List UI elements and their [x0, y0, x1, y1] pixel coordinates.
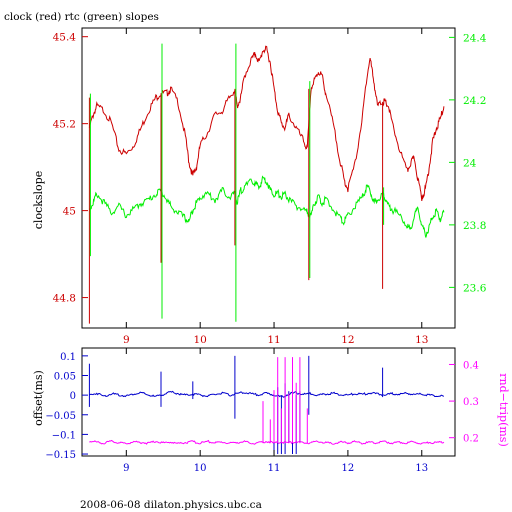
bottom-y-right-tick-label: 0.3 — [463, 397, 479, 408]
bottom-y-left-tick-label: 0.1 — [60, 352, 76, 363]
top-y-left-tick-label: 45 — [63, 206, 76, 218]
bottom-series-line-offset — [89, 390, 445, 398]
bottom-x-tick-label: 11 — [268, 463, 281, 474]
bottom-y-left-tick-label: −0.1 — [52, 430, 76, 441]
top-x-tick-label: 13 — [415, 334, 428, 346]
top-x-tick-label: 10 — [193, 334, 206, 346]
bottom-x-tick-label: 10 — [194, 463, 207, 474]
top-x-tick-label: 12 — [341, 334, 354, 346]
bottom-y-left-tick-label: 0 — [70, 391, 76, 402]
top-y-left-tick-label: 45.2 — [53, 119, 76, 131]
top-y-right-tick-label: 24.2 — [463, 95, 486, 107]
bottom-x-tick-label: 12 — [342, 463, 355, 474]
top-y-right-tick-label: 23.6 — [463, 282, 487, 294]
bottom-axes-layer: 9 10 11 12 13 −0.15 −0.1 −0.05 0 0.05 0.1 0.2 0.3 0.4 — [45, 348, 479, 474]
top-plot-frame — [81, 27, 456, 329]
top-y-right-tick-label: 23.8 — [463, 220, 486, 232]
chart-title: clock (red) rtc (green) slopes — [4, 11, 159, 23]
top-series-line-clock — [88, 45, 445, 202]
bottom-panel: 9 10 11 12 13 −0.15 −0.1 −0.05 0 0.05 0.1 0.2 0.3 0.4… — [32, 347, 510, 474]
top-series-line-rtc — [88, 175, 445, 239]
bottom-plot-frame — [81, 347, 456, 457]
bottom-y-left-tick-label: −0.15 — [45, 450, 76, 461]
top-x-tick-label: 11 — [267, 334, 280, 346]
top-y-left-tick-label: 45.4 — [53, 32, 77, 44]
bottom-y-left-tick-label: 0.05 — [54, 371, 76, 382]
bottom-y2-axis-label: rnd−trip(ms) — [497, 373, 510, 447]
bottom-x-tick-label: 13 — [415, 463, 428, 474]
top-y-left-tick-label: 44.8 — [53, 293, 76, 305]
bottom-series-layer — [88, 355, 445, 455]
top-y-right-tick-label: 24 — [463, 157, 477, 169]
top-y-axis-label: clockslope — [32, 171, 45, 229]
bottom-series-line-rnd-trip — [89, 439, 445, 445]
bottom-y-right-tick-label: 0.2 — [463, 434, 479, 445]
top-y-right-tick-label: 24.4 — [463, 32, 487, 44]
top-axes-layer: 9 10 11 12 13 44.8 45 45.2 45.4 23.6 23.8 24 24.2 24.… — [53, 28, 487, 346]
top-panel: 9 10 11 12 13 44.8 45 45.2 45.4 23.6 23.8 24 24.2 24.… — [32, 27, 487, 346]
top-x-tick-label: 9 — [123, 334, 130, 346]
top-series-layer — [88, 43, 445, 324]
footer-text: 2008-06-08 dilaton.physics.ubc.ca — [80, 499, 262, 511]
bottom-y-left-tick-label: −0.05 — [45, 411, 76, 422]
bottom-x-tick-label: 9 — [123, 463, 129, 474]
bottom-y-right-tick-label: 0.4 — [463, 360, 479, 371]
bottom-y-axis-label: offset(ms) — [32, 370, 45, 426]
